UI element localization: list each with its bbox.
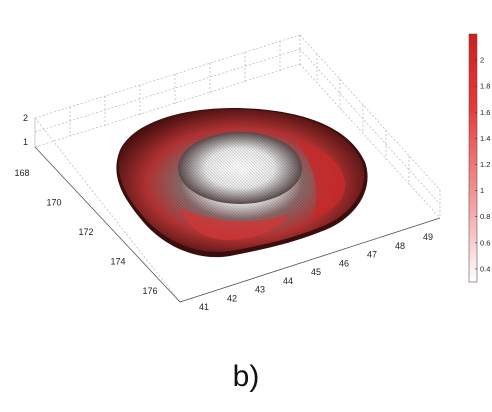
z-tick-label: 1 [23,137,28,147]
x-tick-label: 49 [423,232,433,242]
colorbar-tick-label: 0.8 [480,212,490,221]
x-tick-label: 42 [227,293,237,303]
colorbar-gradient [468,33,478,283]
y-tick-label: 170 [46,198,61,208]
colorbar-tick-label: 2 [480,56,484,65]
x-tick-label: 45 [311,267,321,277]
colorbar: 0.4 0.6 0.8 1 1.2 1.4 1.6 1.8 2 [468,33,490,283]
panel-label: b) [232,360,260,393]
colorbar-tick-label: 1 [480,186,484,195]
x-tick-label: 43 [255,285,265,295]
colorbar-tick-label: 1.2 [480,160,490,169]
surface-hole-mesh [178,132,302,204]
z-tick-label: 2 [23,113,28,123]
y-tick-label: 176 [142,286,157,296]
x-tick-label: 41 [199,302,209,312]
surface-rim-highlight [295,140,346,220]
axis-lines [34,146,441,303]
y-tick-label: 172 [78,227,93,237]
z-axis-ticks: 12 [23,113,28,147]
colorbar-tick-label: 0.6 [480,238,490,247]
y-tick-label: 174 [110,257,125,267]
x-tick-label: 47 [367,250,377,260]
x-tick-label: 46 [339,258,349,268]
colorbar-tick-label: 1.8 [480,82,490,91]
x-tick-label: 48 [395,241,405,251]
x-axis-ticks: 41 42 43 44 45 46 47 48 49 [199,232,433,312]
y-tick-label: 168 [14,168,29,178]
surface [116,107,368,258]
colorbar-tick-label: 1.4 [480,134,490,143]
colorbar-ticks: 0.4 0.6 0.8 1 1.2 1.4 1.6 1.8 2 [475,56,490,273]
surface-front-highlight [180,208,290,240]
x-tick-label: 44 [283,276,293,286]
colorbar-tick-label: 1.6 [480,108,490,117]
colorbar-tick-label: 0.4 [480,264,490,273]
y-axis-ticks: 168 170 172 174 176 [14,168,157,296]
